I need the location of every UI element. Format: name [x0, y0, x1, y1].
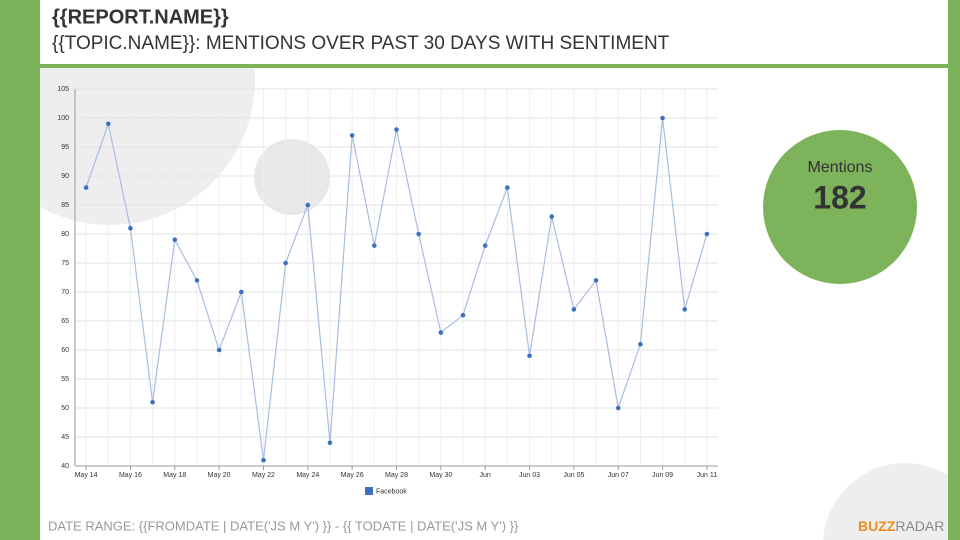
- data-point: [349, 133, 355, 138]
- y-tick-label: 80: [61, 231, 69, 238]
- x-tick-label: Jun: [480, 472, 491, 479]
- y-tick-label: 65: [61, 318, 69, 325]
- data-point: [527, 353, 532, 359]
- header-bg: [40, 0, 948, 64]
- x-tick-label: May 30: [429, 472, 452, 479]
- data-point: [416, 231, 421, 237]
- logo: BUZZRADAR: [858, 518, 944, 534]
- logo-part: BUZZ: [858, 518, 896, 534]
- x-tick-label: May 26: [341, 472, 364, 479]
- data-point: [704, 231, 710, 237]
- data-point: [128, 225, 133, 231]
- x-tick-label: Jun 11: [697, 472, 718, 479]
- y-tick-label: 105: [57, 86, 69, 93]
- data-point: [283, 260, 288, 266]
- data-point: [438, 330, 444, 335]
- legend-label: Facebook: [376, 488, 407, 495]
- data-point: [593, 278, 599, 283]
- data-point: [372, 243, 377, 248]
- report-subtitle: {{TOPIC.NAME}}: MENTIONS OVER PAST 30 DA…: [52, 33, 670, 54]
- legend-swatch: [365, 487, 373, 495]
- data-point: [105, 121, 111, 127]
- stat-value: 182: [813, 179, 866, 215]
- x-tick-label: May 20: [208, 472, 231, 479]
- x-tick-label: Jun 03: [519, 472, 540, 479]
- data-point: [261, 457, 266, 463]
- data-point: [682, 307, 688, 312]
- data-point: [305, 202, 311, 208]
- data-point: [327, 440, 333, 446]
- data-point: [238, 289, 244, 295]
- y-tick-label: 50: [61, 405, 69, 412]
- data-point: [194, 278, 200, 283]
- data-point: [83, 185, 89, 190]
- data-point: [615, 405, 621, 411]
- right-bar: [948, 0, 960, 540]
- data-point: [638, 341, 643, 347]
- data-point: [482, 243, 488, 248]
- x-tick-label: May 14: [75, 472, 98, 479]
- data-point: [505, 185, 510, 190]
- x-tick-label: Jun 09: [652, 472, 673, 479]
- x-tick-label: May 16: [119, 472, 142, 479]
- header-rule: [40, 64, 948, 68]
- report-title: {{REPORT.NAME}}: [52, 6, 229, 28]
- footer-text: DATE RANGE: {{FROMDATE | DATE('JS M Y') …: [48, 518, 519, 533]
- data-point: [549, 214, 555, 219]
- decor-circle: [823, 463, 960, 540]
- data-point: [394, 127, 399, 132]
- data-point: [150, 399, 155, 405]
- x-tick-label: May 22: [252, 472, 275, 479]
- data-point: [571, 307, 577, 312]
- y-tick-label: 85: [61, 202, 69, 209]
- y-tick-label: 95: [61, 144, 69, 151]
- y-tick-label: 60: [61, 347, 69, 354]
- stat-label: Mentions: [808, 159, 873, 176]
- x-tick-label: May 18: [163, 472, 186, 479]
- left-bar: [0, 0, 40, 540]
- y-tick-label: 55: [61, 376, 69, 383]
- x-tick-label: May 28: [385, 472, 408, 479]
- x-tick-label: May 24: [296, 472, 319, 479]
- chart: 40 45 50 55 60 65 70 75 80 85 90 95 100 105 May 14 May …: [57, 86, 718, 495]
- data-point: [460, 312, 466, 318]
- y-tick-label: 100: [57, 115, 69, 122]
- stat-circle: [763, 130, 917, 284]
- y-tick-label: 40: [61, 463, 69, 470]
- decor-circle: [254, 139, 330, 215]
- x-tick-label: Jun 07: [608, 472, 629, 479]
- data-point: [660, 115, 665, 121]
- logo-part: RADAR: [895, 518, 944, 534]
- y-tick-label: 45: [61, 434, 69, 441]
- y-tick-label: 75: [61, 260, 69, 267]
- y-tick-label: 70: [61, 289, 69, 296]
- y-tick-label: 90: [61, 173, 69, 180]
- x-tick-label: Jun 05: [563, 472, 584, 479]
- data-point: [216, 347, 222, 353]
- data-point: [172, 237, 178, 243]
